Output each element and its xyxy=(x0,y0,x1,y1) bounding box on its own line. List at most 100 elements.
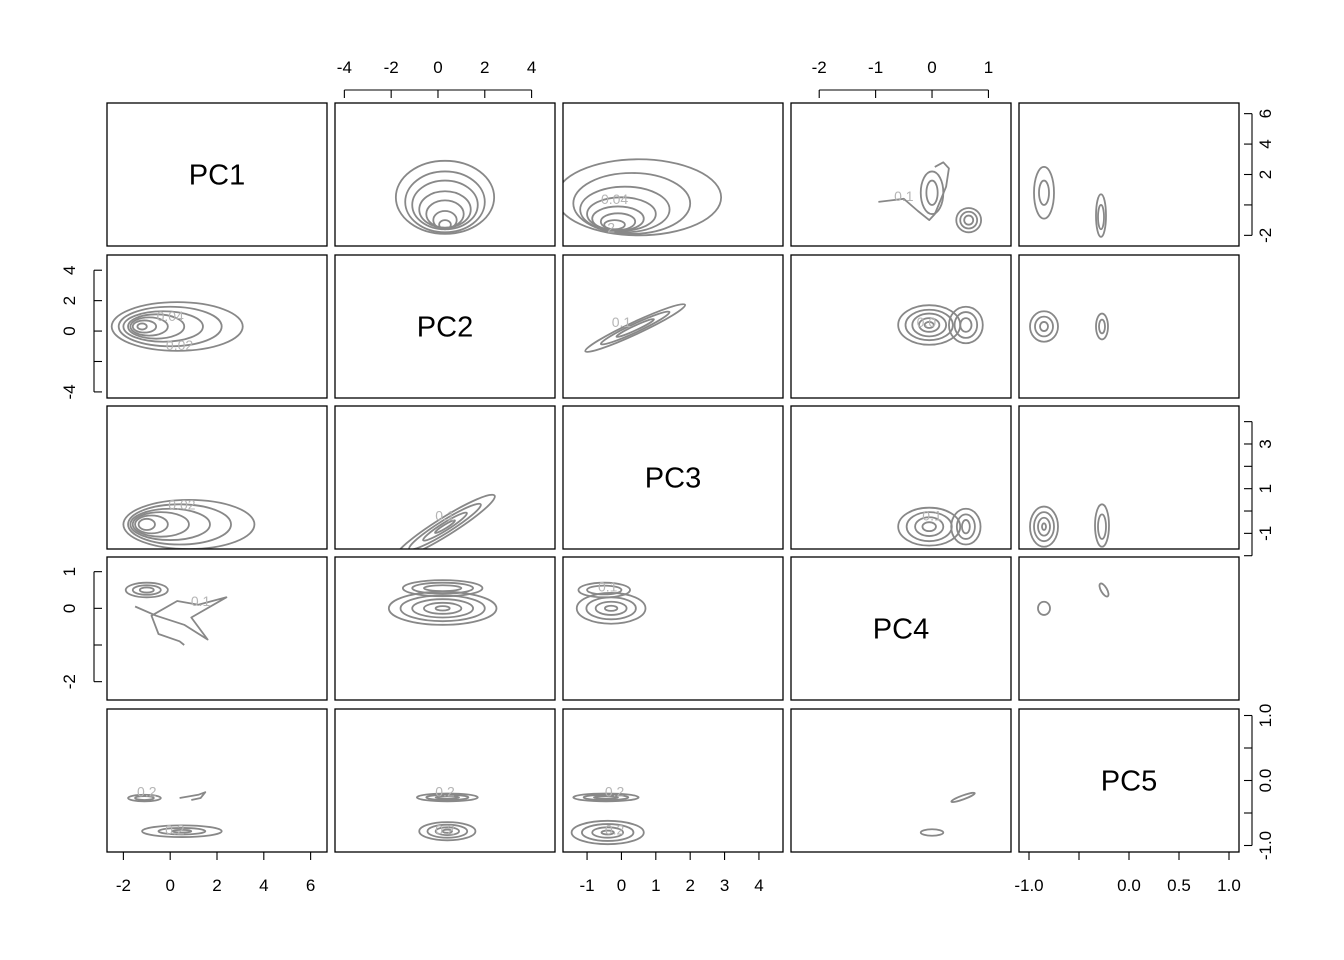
tick-label: -2 xyxy=(116,876,131,895)
contour-line xyxy=(1039,321,1049,332)
contour-line xyxy=(563,158,723,237)
tick-label: 3 xyxy=(720,876,729,895)
tick-label: 2 xyxy=(685,876,694,895)
panel-contours: 0.2 0.2 xyxy=(416,784,479,842)
contour-level-label: 0.2 xyxy=(605,784,625,800)
panel-pc2-vs-pc1: 0.04 0.02 xyxy=(106,254,328,399)
panel-frame xyxy=(106,708,328,853)
contour-level-label: 0.04 xyxy=(601,191,628,207)
tick-label: 0.0 xyxy=(1117,876,1141,895)
contour-level-label: 0.1 xyxy=(435,507,455,523)
contour-line xyxy=(586,584,623,596)
contour-level-label: 2 xyxy=(607,220,615,236)
contour-line xyxy=(134,514,169,535)
contour-level-label: 0.2 xyxy=(435,784,455,800)
panel-pc1-vs-pc4: 0.1 xyxy=(790,102,1012,247)
panel-frame xyxy=(790,405,1012,550)
tick-label: 1 xyxy=(60,567,79,576)
contour-level-label: 0.02 xyxy=(168,496,195,512)
contour-line xyxy=(129,507,211,541)
tick-label: -2 xyxy=(384,58,399,77)
contour-line xyxy=(963,214,975,226)
contour-line xyxy=(581,823,635,842)
contour-line xyxy=(411,179,479,231)
contour-level-label: 0.2 xyxy=(137,784,157,800)
contour-line xyxy=(136,322,148,331)
panel-pc4-vs-pc3: 0.1 xyxy=(562,556,784,701)
variable-label-pc2: PC2 xyxy=(417,312,473,344)
panel-contours: 0.02 xyxy=(122,496,256,549)
contour-line xyxy=(599,212,637,231)
contour-line xyxy=(134,596,228,646)
contour-line xyxy=(600,829,615,836)
contour-line xyxy=(122,310,204,343)
variable-label-pc5: PC5 xyxy=(1101,766,1157,798)
contour-line xyxy=(1034,315,1054,338)
panel-frame xyxy=(106,102,328,247)
tick-label: 0.0 xyxy=(1256,769,1275,793)
contour-level-label: 0.1 xyxy=(191,593,211,609)
tick-label: 0.5 xyxy=(1167,876,1191,895)
tick-label: 4 xyxy=(60,265,79,274)
contour-line xyxy=(923,321,935,329)
tick-label: 2 xyxy=(212,876,221,895)
tick-label: 2 xyxy=(60,296,79,305)
panel-grid: PC1 0.04 2 0.1 0.04 0.02 PC2 0.1 0.0 0.02 0.1 PC3 0.… xyxy=(106,102,1240,853)
panel-contours xyxy=(919,791,976,837)
contour-line xyxy=(134,795,155,801)
contour-line xyxy=(411,581,474,595)
panel-contours: 0.1 xyxy=(584,303,687,353)
tick-label: -2 xyxy=(60,674,79,689)
panel-contours xyxy=(1029,310,1109,343)
tick-label: 6 xyxy=(1256,109,1275,118)
tick-label: 0 xyxy=(433,58,442,77)
contour-line xyxy=(1037,516,1051,537)
contour-line xyxy=(124,581,169,599)
contour-line xyxy=(953,311,979,339)
contour-line xyxy=(1098,318,1106,335)
panel-pc2-vs-pc4: 0.0 xyxy=(790,254,1012,399)
contour-line xyxy=(582,793,630,801)
contour-level-label: 0.02 xyxy=(166,337,193,353)
contour-line xyxy=(591,205,645,232)
panel-frame xyxy=(1018,254,1240,399)
panel-pc4-vs-pc5 xyxy=(1018,556,1240,701)
tick-label: -2 xyxy=(812,58,827,77)
contour-line xyxy=(1097,513,1107,540)
panel-pc2-vs-pc5 xyxy=(1018,254,1240,399)
contour-line xyxy=(1095,193,1107,238)
contour-line xyxy=(950,791,976,803)
contour-line xyxy=(131,319,158,334)
panel-pc3-vs-pc2: 0.1 xyxy=(334,405,556,550)
tick-label: 1 xyxy=(1256,484,1275,493)
tick-label: -1.0 xyxy=(1256,831,1275,860)
panel-contours: 0.1 xyxy=(897,506,982,547)
panel-pc3-vs-pc3: PC3 xyxy=(562,405,784,550)
contour-line xyxy=(584,303,687,353)
panel-pc4-vs-pc4: PC4 xyxy=(790,556,1012,701)
contour-line xyxy=(925,179,939,206)
tick-label: 1.0 xyxy=(1256,704,1275,728)
contour-line xyxy=(593,795,619,800)
contour-line xyxy=(921,521,937,533)
panel-pc1-vs-pc3: 0.04 2 xyxy=(562,102,784,247)
contour-line xyxy=(919,828,945,837)
panel-contours: 0.0 xyxy=(897,304,984,346)
panel-frame xyxy=(106,405,328,550)
panel-frame xyxy=(334,102,556,247)
panel-frame xyxy=(106,556,328,701)
contour-line xyxy=(425,793,470,801)
contour-line xyxy=(411,598,474,619)
contour-line xyxy=(434,795,460,800)
contour-line xyxy=(171,829,193,834)
tick-label: 1 xyxy=(984,58,993,77)
panel-contours xyxy=(1037,582,1110,616)
tick-label: 3 xyxy=(1256,439,1275,448)
panel-contours: 0.2 0.2 xyxy=(570,784,645,846)
contour-line xyxy=(570,819,645,846)
contour-line xyxy=(604,604,619,612)
tick-label: 2 xyxy=(480,58,489,77)
panel-frame xyxy=(790,556,1012,701)
panel-contours: 0.04 2 xyxy=(563,158,723,237)
contour-line xyxy=(394,159,496,235)
